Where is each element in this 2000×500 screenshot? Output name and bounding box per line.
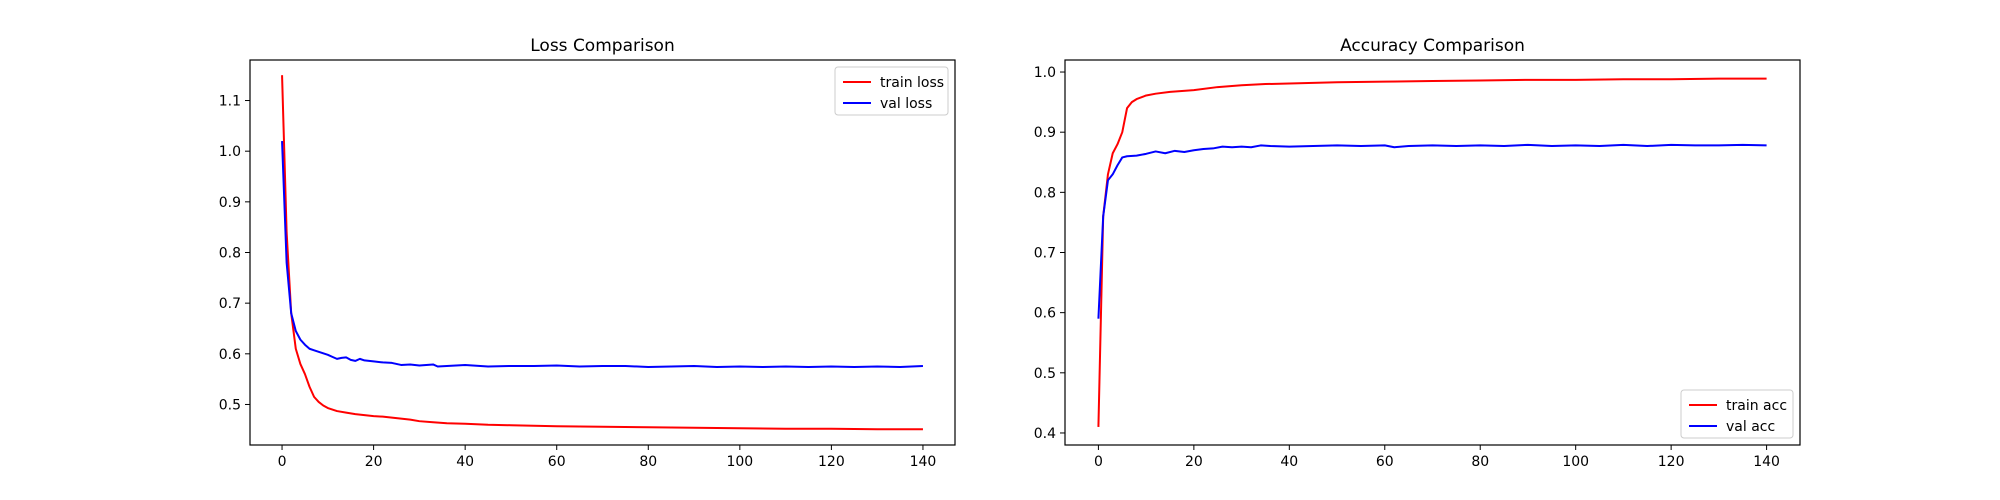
legend-label: val loss bbox=[880, 96, 932, 112]
x-tick-label: 40 bbox=[1280, 454, 1298, 470]
chart-title: Accuracy Comparison bbox=[1340, 36, 1525, 56]
y-tick-label: 1.0 bbox=[1034, 65, 1056, 81]
y-tick-label: 1.1 bbox=[219, 94, 241, 110]
x-tick-label: 80 bbox=[1471, 454, 1489, 470]
legend-label: train acc bbox=[1726, 398, 1787, 414]
y-tick-label: 0.8 bbox=[1034, 185, 1056, 201]
x-tick-label: 140 bbox=[1753, 454, 1780, 470]
y-tick-label: 0.4 bbox=[1034, 426, 1056, 442]
x-tick-label: 140 bbox=[910, 454, 937, 470]
legend-label: train loss bbox=[880, 75, 944, 91]
chart-title: Loss Comparison bbox=[530, 36, 674, 56]
y-tick-label: 0.6 bbox=[219, 347, 241, 363]
legend-label: val acc bbox=[1726, 419, 1775, 435]
y-tick-label: 0.7 bbox=[219, 296, 241, 312]
y-tick-label: 1.0 bbox=[219, 144, 241, 160]
series-line-val-acc bbox=[1097, 143, 1767, 319]
y-tick-label: 0.9 bbox=[1034, 125, 1056, 141]
x-tick-label: 40 bbox=[456, 454, 474, 470]
x-tick-label: 60 bbox=[548, 454, 566, 470]
accuracy-chart: Accuracy Comparison 0 20 40 60 80 100 120 140 0.4… bbox=[1034, 36, 1801, 470]
y-tick-label: 0.5 bbox=[219, 397, 241, 413]
x-tick-label: 100 bbox=[1562, 454, 1589, 470]
x-tick-label: 100 bbox=[726, 454, 753, 470]
y-tick-label: 0.7 bbox=[1034, 246, 1056, 262]
x-tick-label: 0 bbox=[1094, 454, 1103, 470]
plot-frame bbox=[1064, 59, 1801, 446]
x-tick-label: 80 bbox=[639, 454, 657, 470]
series-line-train-loss bbox=[281, 75, 923, 431]
y-tick-label: 0.5 bbox=[1034, 366, 1056, 382]
series-line-val-loss bbox=[281, 141, 923, 368]
plot-frame bbox=[249, 59, 956, 446]
series-line-train-acc bbox=[1097, 77, 1767, 427]
y-tick-label: 0.9 bbox=[219, 195, 241, 211]
x-tick-label: 120 bbox=[818, 454, 845, 470]
y-tick-label: 0.6 bbox=[1034, 306, 1056, 322]
y-tick-label: 0.8 bbox=[219, 246, 241, 262]
legend: train acc val acc bbox=[1680, 389, 1794, 439]
x-tick-label: 20 bbox=[1185, 454, 1203, 470]
loss-chart: Loss Comparison 0 20 40 60 80 100 120 140 0.5 0.6 0… bbox=[219, 36, 956, 470]
x-tick-label: 20 bbox=[365, 454, 383, 470]
x-tick-label: 120 bbox=[1658, 454, 1685, 470]
legend: train loss val loss bbox=[834, 66, 949, 116]
x-tick-label: 60 bbox=[1376, 454, 1394, 470]
x-tick-label: 0 bbox=[278, 454, 287, 470]
